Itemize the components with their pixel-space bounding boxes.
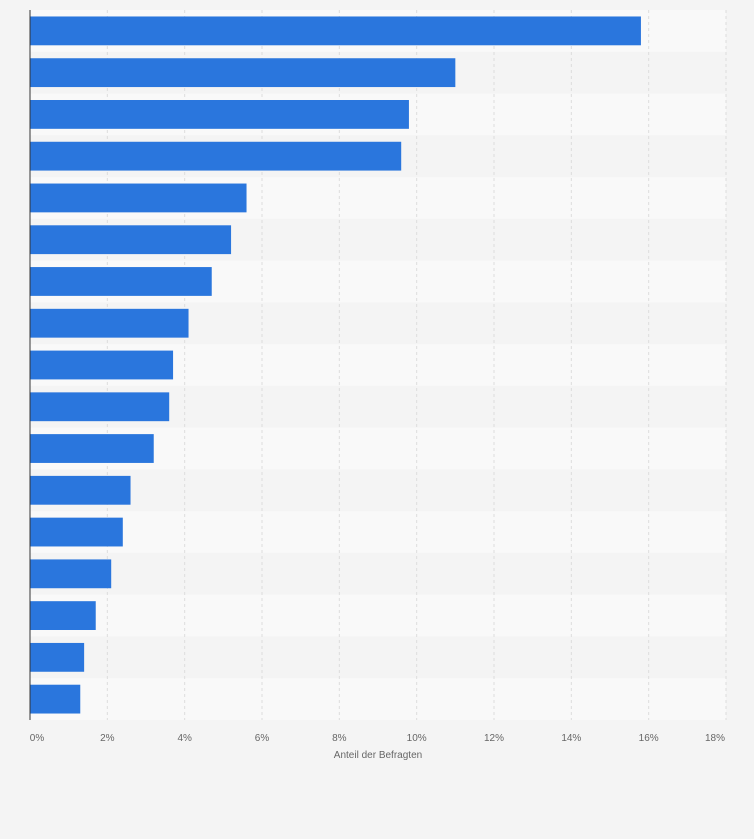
bar[interactable]: [30, 684, 81, 714]
bar[interactable]: [30, 517, 123, 547]
bar[interactable]: [30, 642, 85, 672]
bars: [30, 16, 641, 714]
x-tick-label: 16%: [639, 733, 659, 744]
row-band: [30, 678, 726, 720]
bar[interactable]: [30, 475, 131, 505]
bar[interactable]: [30, 392, 170, 422]
bar[interactable]: [30, 100, 409, 129]
bar[interactable]: [30, 141, 402, 171]
x-tick-label: 14%: [561, 733, 581, 744]
bar[interactable]: [30, 183, 247, 213]
x-tick-labels: 0% 2% 4% 6% 8% 10% 12% 14% 16% 18%: [30, 733, 725, 744]
x-tick-label: 18%: [705, 733, 725, 744]
bar[interactable]: [30, 434, 154, 463]
x-axis-title: Anteil der Befragten: [334, 750, 422, 761]
row-band: [30, 594, 726, 637]
bar[interactable]: [30, 601, 96, 630]
x-tick-label: 12%: [484, 733, 504, 744]
x-tick-label: 4%: [177, 733, 192, 744]
row-band: [30, 511, 726, 553]
row-band: [30, 636, 726, 679]
x-tick-label: 6%: [255, 733, 270, 744]
row-band: [30, 469, 726, 512]
bar[interactable]: [30, 225, 232, 255]
bar[interactable]: [30, 308, 189, 338]
x-tick-label: 0%: [30, 733, 45, 744]
bar[interactable]: [30, 16, 641, 46]
row-band: [30, 552, 726, 595]
bar[interactable]: [30, 350, 174, 380]
x-tick-label: 2%: [100, 733, 115, 744]
bar[interactable]: [30, 58, 456, 88]
bar[interactable]: [30, 559, 112, 589]
x-tick-label: 10%: [407, 733, 427, 744]
bar[interactable]: [30, 267, 212, 296]
x-tick-label: 8%: [332, 733, 347, 744]
